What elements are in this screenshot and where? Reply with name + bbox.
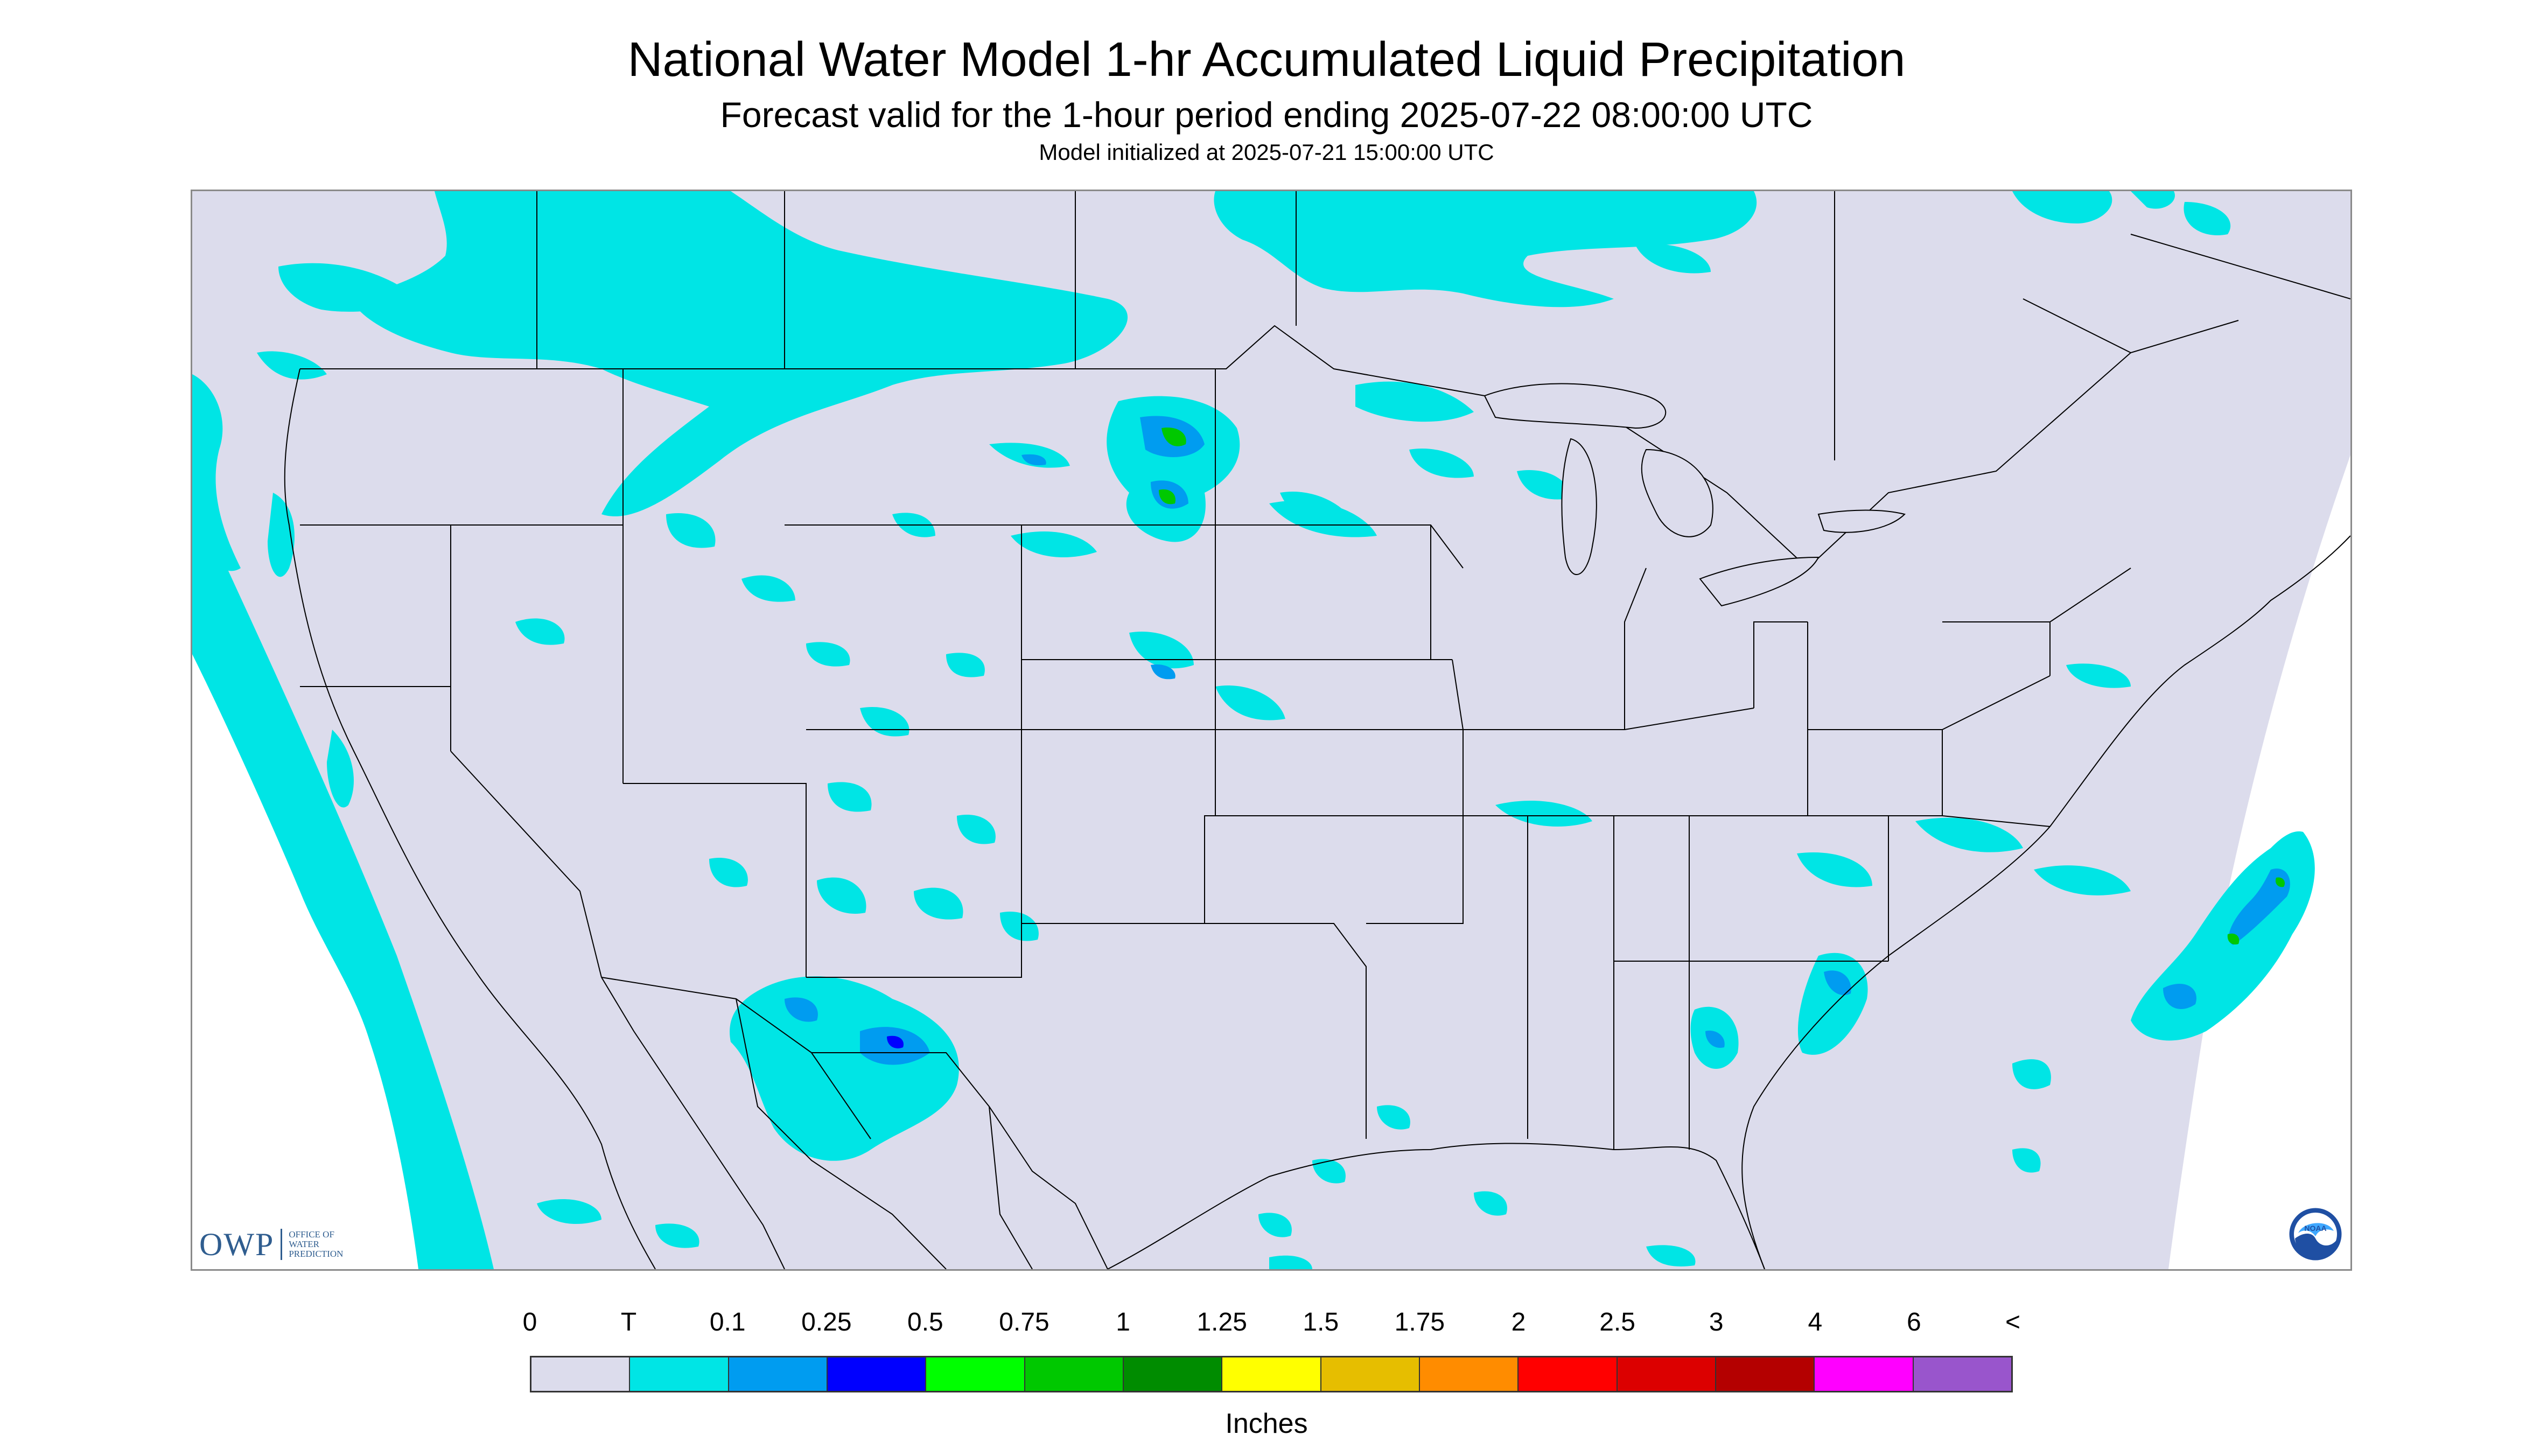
southeast-coast-cells-moderate [1705,970,1851,1048]
legend-tick-label: 0.1 [709,1308,746,1336]
model-init-line: Model initialized at 2025-07-21 15:00:00… [1039,139,1494,165]
owp-logo-mark: OWP [199,1227,275,1262]
lake-superior [1484,383,1667,429]
owp-logo-text: OFFICE OF WATER PREDICTION [289,1230,369,1259]
legend-swatch [531,1357,631,1391]
noaa-logo: NOAA [2287,1206,2343,1262]
legend-tick-label: 0 [522,1308,537,1336]
great-lakes [1484,383,1906,607]
legend-swatch [1419,1357,1519,1391]
mexico-state-lines [601,977,1033,1269]
precipitation-map[interactable] [191,190,2352,1271]
atlantic-offshore-band-moderate [2163,869,2290,1009]
owp-logo-line-2: WATER [289,1239,320,1249]
noaa-logo-mark: NOAA [2287,1206,2343,1262]
northern-rockies-band [257,263,418,380]
forecast-valid-subtitle: Forecast valid for the 1-hour period end… [720,95,1813,135]
canada-northeast-patches [1635,191,2231,274]
legend-tick-label: 2 [1511,1308,1526,1336]
canada-east-band [1214,191,1757,307]
state-lines-central [1021,524,1464,1139]
legend-tick-label: 1.25 [1196,1308,1247,1336]
canada-province-lines [536,191,2350,460]
legend-tick-label: 0.75 [999,1308,1049,1336]
legend-units-label: Inches [1225,1408,1308,1439]
legend-tick-label: 0.25 [801,1308,852,1336]
us-mexico-border [601,977,1108,1269]
gulf-coast-cells [1258,1105,1507,1237]
southeast-coast-cells [1495,663,2131,1069]
legend-swatch [1222,1357,1321,1391]
state-lines-east [1463,568,2131,1150]
map-title: National Water Model 1-hr Accumulated Li… [627,33,1906,87]
northern-plains-cells-heavy [1159,428,1186,505]
boundary-lines [284,191,2350,1269]
legend-tick-label: < [2005,1308,2021,1336]
legend-swatch [827,1357,927,1391]
legend-tick-label: T [620,1308,637,1336]
pacific-coastline [284,368,656,1269]
legend-tick-label: 4 [1808,1308,1823,1336]
noaa-logo-text: NOAA [2304,1224,2326,1233]
pacific-coast-band [192,493,494,1269]
atlantic-coastline [1741,535,2350,1269]
legend-tick-label: 3 [1709,1308,1724,1336]
owp-logo-line-1: OFFICE OF [289,1229,334,1240]
legend-tick-label: 1.5 [1303,1308,1339,1336]
legend-swatch [1519,1357,1618,1391]
desert-southwest-cells-heavy [887,1035,904,1048]
legend-tick-label: 6 [1907,1308,1921,1336]
pacific-coast-band-cells [192,374,354,808]
legend-swatch [1913,1357,2011,1391]
legend-swatch [1815,1357,1914,1391]
northwest-canada-band [354,191,1128,516]
lake-ontario [1817,509,1906,533]
lake-huron [1641,449,1713,537]
legend-swatch [926,1357,1025,1391]
legend-swatch [1025,1357,1124,1391]
plains-scattered-cells [989,443,1377,720]
legend-colorbar [530,1356,2013,1392]
owp-logo: OWP OFFICE OF WATER PREDICTION [199,1226,369,1263]
legend-swatch [1321,1357,1420,1391]
atlantic-offshore-band-heavy [2227,877,2285,945]
legend-tick-label: 1.75 [1394,1308,1445,1336]
legend-tick-label: 2.5 [1599,1308,1635,1336]
northern-plains-cells [1107,396,1240,542]
desert-southwest-cells-moderate [785,997,930,1065]
lake-erie [1699,556,1820,607]
legend-swatch [1617,1357,1716,1391]
legend-swatch [1123,1357,1223,1391]
lake-michigan [1561,438,1597,575]
legend-swatch [1716,1357,1815,1391]
great-lakes-patches [1280,381,1571,527]
legend-tick-labels: 0 T 0.1 0.25 0.5 0.75 1 1.25 1.5 1.75 2 2.5 3 4 6 < [0,1310,2533,1342]
owp-logo-divider [281,1229,283,1260]
legend-swatch [630,1357,729,1391]
northern-plains-cells-core [1140,416,1205,509]
legend-tick-label: 0.5 [907,1308,943,1336]
owp-logo-line-3: PREDICTION [289,1249,344,1259]
legend-swatch [729,1357,828,1391]
gulf-coastline [1107,1143,1765,1269]
map-canvas [192,191,2350,1269]
legend-tick-label: 1 [1116,1308,1130,1336]
